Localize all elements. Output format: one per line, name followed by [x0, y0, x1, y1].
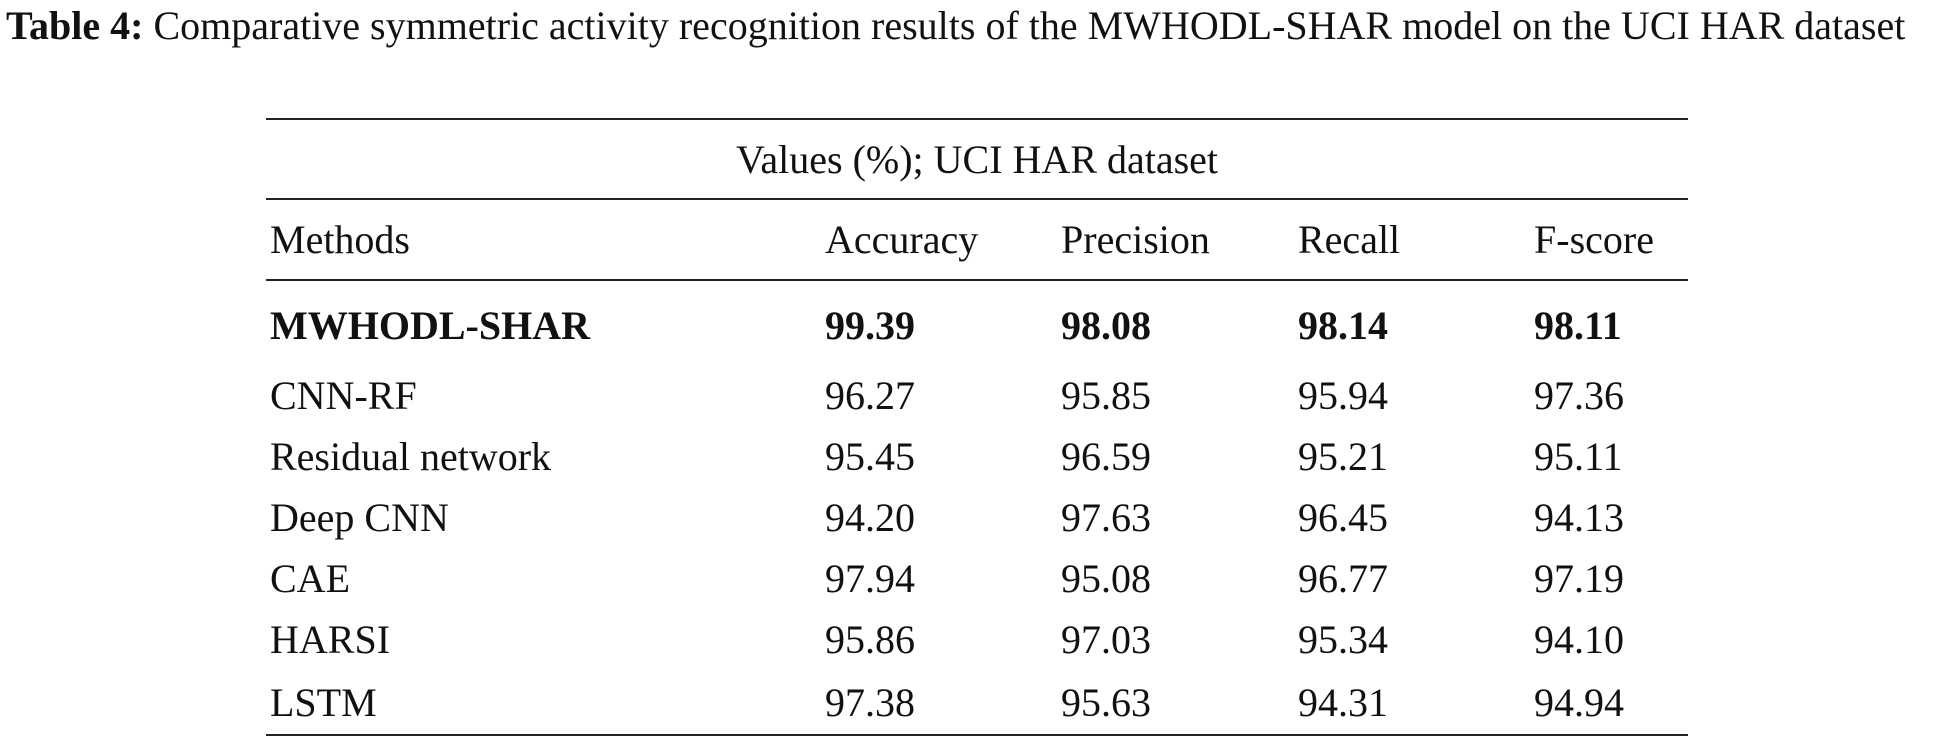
column-header-precision: Precision [1061, 199, 1298, 281]
accuracy-cell: 99.39 [825, 302, 915, 348]
method-cell: CAE [270, 556, 350, 601]
accuracy-cell: 94.20 [825, 495, 915, 540]
precision-cell: 95.63 [1061, 670, 1298, 736]
fscore-cell: 94.10 [1534, 617, 1624, 662]
method-cell: HARSI [270, 617, 391, 662]
table-row: MWHODL-SHAR 99.39 98.08 98.14 98.11 [266, 280, 1688, 365]
fscore-cell: 97.19 [1534, 556, 1624, 601]
column-header-accuracy: Accuracy [825, 199, 1061, 281]
accuracy-cell: 95.45 [825, 434, 915, 479]
recall-cell: 98.14 [1298, 302, 1388, 348]
accuracy-cell: 97.38 [825, 670, 1061, 736]
table-caption: Table 4: Comparative symmetric activity … [6, 2, 1950, 50]
method-cell: Deep CNN [270, 495, 449, 540]
accuracy-cell: 97.94 [825, 556, 915, 601]
precision-cell: 96.59 [1061, 434, 1151, 479]
column-header-row: Methods Accuracy Precision Recall F-scor… [266, 199, 1688, 281]
caption-text: Comparative symmetric activity recogniti… [143, 3, 1906, 48]
group-header: Values (%); UCI HAR dataset [266, 118, 1688, 200]
precision-cell: 97.63 [1061, 495, 1151, 540]
results-table: Values (%); UCI HAR dataset Methods Accu… [266, 118, 1688, 736]
column-header-recall: Recall [1298, 199, 1534, 281]
recall-cell: 94.31 [1298, 670, 1534, 736]
method-cell: LSTM [266, 670, 825, 736]
recall-cell: 95.21 [1298, 434, 1388, 479]
recall-cell: 95.94 [1298, 373, 1388, 418]
group-header-row: Values (%); UCI HAR dataset [266, 118, 1688, 200]
fscore-cell: 97.36 [1534, 373, 1624, 418]
accuracy-cell: 96.27 [825, 373, 915, 418]
fscore-cell: 98.11 [1534, 302, 1622, 348]
recall-cell: 96.77 [1298, 556, 1388, 601]
recall-cell: 96.45 [1298, 495, 1388, 540]
recall-cell: 95.34 [1298, 617, 1388, 662]
results-table-container: Values (%); UCI HAR dataset Methods Accu… [266, 118, 1688, 736]
precision-cell: 97.03 [1061, 617, 1151, 662]
table-row: Residual network 95.45 96.59 95.21 95.11 [266, 426, 1688, 487]
caption-label: Table 4: [6, 3, 144, 48]
table-row: CAE 97.94 95.08 96.77 97.19 [266, 548, 1688, 609]
fscore-cell: 94.13 [1534, 495, 1624, 540]
fscore-cell: 95.11 [1534, 434, 1623, 479]
table-row: CNN-RF 96.27 95.85 95.94 97.36 [266, 365, 1688, 426]
table-row: HARSI 95.86 97.03 95.34 94.10 [266, 609, 1688, 670]
table-row: Deep CNN 94.20 97.63 96.45 94.13 [266, 487, 1688, 548]
column-header-methods: Methods [266, 199, 825, 281]
precision-cell: 95.08 [1061, 556, 1151, 601]
fscore-cell: 94.94 [1534, 670, 1688, 736]
precision-cell: 98.08 [1061, 302, 1151, 348]
column-header-fscore: F-score [1534, 199, 1688, 281]
precision-cell: 95.85 [1061, 373, 1151, 418]
accuracy-cell: 95.86 [825, 617, 915, 662]
table-row: LSTM 97.38 95.63 94.31 94.94 [266, 670, 1688, 736]
method-cell: CNN-RF [270, 373, 417, 418]
method-cell: MWHODL-SHAR [270, 302, 590, 348]
method-cell: Residual network [270, 434, 552, 479]
